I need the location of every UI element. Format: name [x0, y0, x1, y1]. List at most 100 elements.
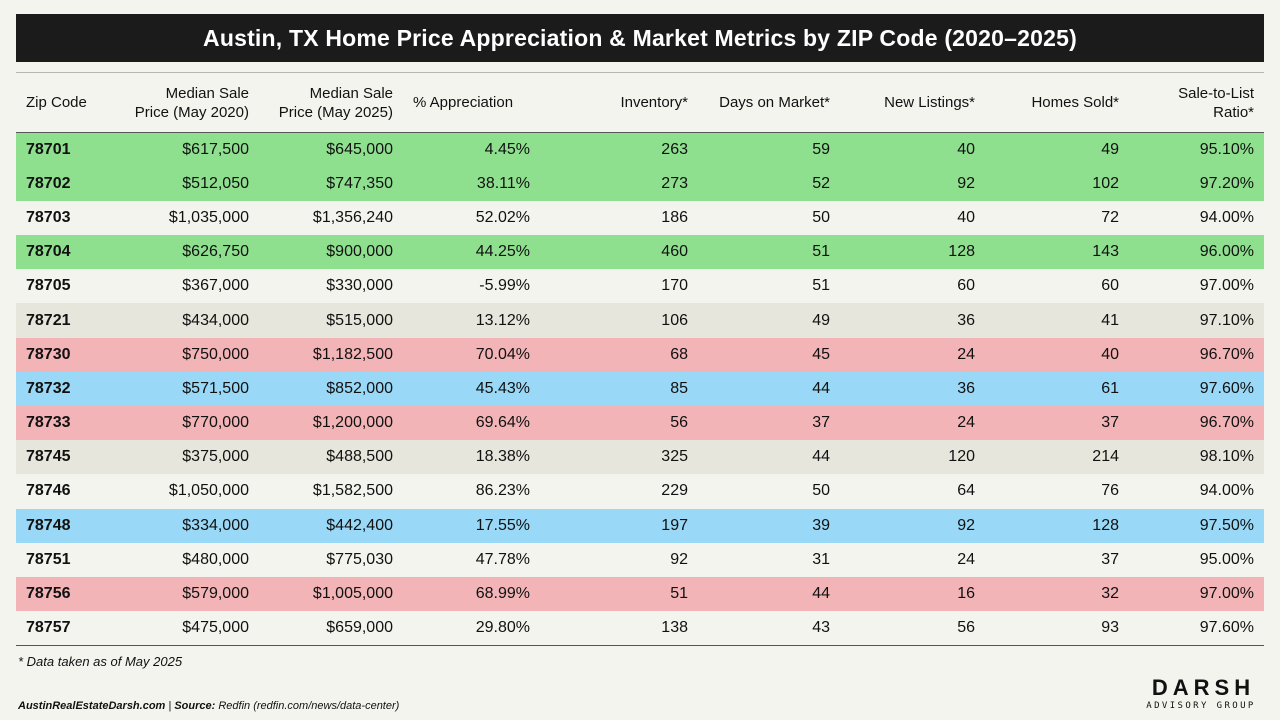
- cell-appreciation: 4.45%: [403, 132, 554, 167]
- source-text: Redfin (redfin.com/news/data-center): [215, 700, 400, 712]
- cell-price-2025: $1,182,500: [259, 337, 403, 372]
- cell-zip-code: 78721: [16, 303, 113, 338]
- cell-price-2020: $750,000: [113, 337, 259, 372]
- cell-days-on-market: 50: [698, 474, 840, 509]
- cell-sale-to-list: 95.00%: [1129, 542, 1264, 577]
- cell-appreciation: 70.04%: [403, 337, 554, 372]
- source-line: AustinRealEstateDarsh.com | Source: Redf…: [18, 700, 399, 712]
- table-row: 78704 $626,750 $900,000 44.25% 460 51 128 143 96…: [16, 235, 1264, 270]
- cell-homes-sold: 41: [985, 303, 1129, 338]
- cell-days-on-market: 49: [698, 303, 840, 338]
- cell-sale-to-list: 98.10%: [1129, 440, 1264, 475]
- cell-price-2020: $334,000: [113, 508, 259, 543]
- cell-sale-to-list: 97.60%: [1129, 371, 1264, 406]
- cell-price-2025: $1,005,000: [259, 576, 403, 612]
- cell-appreciation: 69.64%: [403, 406, 554, 441]
- cell-price-2025: $852,000: [259, 371, 403, 406]
- cell-zip-code: 78702: [16, 166, 113, 201]
- cell-zip-code: 78704: [16, 235, 113, 270]
- cell-appreciation: 38.11%: [403, 166, 554, 201]
- cell-appreciation: 52.02%: [403, 200, 554, 236]
- col-header-price-2020: Median Sale Price (May 2020): [113, 72, 259, 133]
- source-label: Source:: [174, 700, 216, 712]
- cell-new-listings: 24: [840, 337, 985, 372]
- cell-price-2025: $747,350: [259, 166, 403, 201]
- table-row: 78756 $579,000 $1,005,000 68.99% 51 44 16 32 97.…: [16, 576, 1264, 612]
- cell-days-on-market: 51: [698, 235, 840, 270]
- cell-price-2020: $626,750: [113, 235, 259, 270]
- cell-zip-code: 78701: [16, 132, 113, 167]
- cell-homes-sold: 76: [985, 474, 1129, 509]
- cell-zip-code: 78705: [16, 269, 113, 304]
- cell-days-on-market: 44: [698, 371, 840, 406]
- cell-new-listings: 24: [840, 542, 985, 577]
- cell-appreciation: 18.38%: [403, 440, 554, 475]
- cell-zip-code: 78751: [16, 542, 113, 577]
- source-site: AustinRealEstateDarsh.com: [18, 700, 166, 712]
- cell-homes-sold: 93: [985, 611, 1129, 646]
- page-title: Austin, TX Home Price Appreciation & Mar…: [16, 14, 1264, 62]
- cell-appreciation: 29.80%: [403, 611, 554, 646]
- cell-zip-code: 78757: [16, 611, 113, 646]
- cell-price-2025: $900,000: [259, 235, 403, 270]
- cell-price-2020: $770,000: [113, 406, 259, 441]
- cell-appreciation: 44.25%: [403, 235, 554, 270]
- cell-appreciation: 17.55%: [403, 508, 554, 543]
- cell-sale-to-list: 96.00%: [1129, 235, 1264, 270]
- cell-appreciation: -5.99%: [403, 269, 554, 304]
- cell-price-2020: $617,500: [113, 132, 259, 167]
- cell-homes-sold: 37: [985, 406, 1129, 441]
- cell-zip-code: 78748: [16, 508, 113, 543]
- cell-appreciation: 45.43%: [403, 371, 554, 406]
- table-row: 78746 $1,050,000 $1,582,500 86.23% 229 50 64 76…: [16, 474, 1264, 509]
- cell-new-listings: 16: [840, 576, 985, 612]
- cell-price-2025: $488,500: [259, 440, 403, 475]
- cell-price-2025: $1,356,240: [259, 200, 403, 236]
- cell-days-on-market: 31: [698, 542, 840, 577]
- cell-inventory: 138: [554, 611, 698, 646]
- cell-price-2025: $1,582,500: [259, 474, 403, 509]
- col-header-appreciation: % Appreciation: [403, 72, 554, 133]
- cell-sale-to-list: 97.20%: [1129, 166, 1264, 201]
- cell-inventory: 170: [554, 269, 698, 304]
- logo-sub: ADVISORY GROUP: [1146, 701, 1256, 711]
- cell-homes-sold: 102: [985, 166, 1129, 201]
- cell-zip-code: 78732: [16, 371, 113, 406]
- cell-homes-sold: 40: [985, 337, 1129, 372]
- cell-price-2020: $375,000: [113, 440, 259, 475]
- cell-sale-to-list: 97.50%: [1129, 508, 1264, 543]
- cell-new-listings: 60: [840, 269, 985, 304]
- cell-new-listings: 56: [840, 611, 985, 646]
- cell-inventory: 460: [554, 235, 698, 270]
- cell-sale-to-list: 94.00%: [1129, 474, 1264, 509]
- cell-sale-to-list: 96.70%: [1129, 337, 1264, 372]
- table-body: 78701 $617,500 $645,000 4.45% 263 59 40 49 95.10…: [16, 132, 1264, 646]
- cell-homes-sold: 37: [985, 542, 1129, 577]
- table-row: 78730 $750,000 $1,182,500 70.04% 68 45 24 40 96.…: [16, 337, 1264, 372]
- source-separator: |: [165, 700, 175, 712]
- cell-homes-sold: 143: [985, 235, 1129, 270]
- col-header-homes-sold: Homes Sold*: [985, 72, 1129, 133]
- cell-price-2020: $434,000: [113, 303, 259, 338]
- col-header-price-2025: Median Sale Price (May 2025): [259, 72, 403, 133]
- cell-price-2025: $515,000: [259, 303, 403, 338]
- cell-sale-to-list: 97.00%: [1129, 576, 1264, 612]
- cell-new-listings: 40: [840, 200, 985, 236]
- cell-sale-to-list: 97.00%: [1129, 269, 1264, 304]
- cell-zip-code: 78730: [16, 337, 113, 372]
- cell-days-on-market: 52: [698, 166, 840, 201]
- cell-zip-code: 78756: [16, 576, 113, 612]
- header-row: Zip Code Median Sale Price (May 2020) Med…: [16, 72, 1264, 133]
- cell-new-listings: 24: [840, 406, 985, 441]
- cell-homes-sold: 61: [985, 371, 1129, 406]
- cell-days-on-market: 39: [698, 508, 840, 543]
- table-row: 78733 $770,000 $1,200,000 69.64% 56 37 24 37 96.…: [16, 406, 1264, 441]
- cell-homes-sold: 49: [985, 132, 1129, 167]
- cell-days-on-market: 44: [698, 576, 840, 612]
- cell-sale-to-list: 96.70%: [1129, 406, 1264, 441]
- table-row: 78705 $367,000 $330,000 -5.99% 170 51 60 60 97.0…: [16, 269, 1264, 304]
- cell-inventory: 85: [554, 371, 698, 406]
- cell-new-listings: 36: [840, 303, 985, 338]
- cell-inventory: 56: [554, 406, 698, 441]
- cell-price-2020: $512,050: [113, 166, 259, 201]
